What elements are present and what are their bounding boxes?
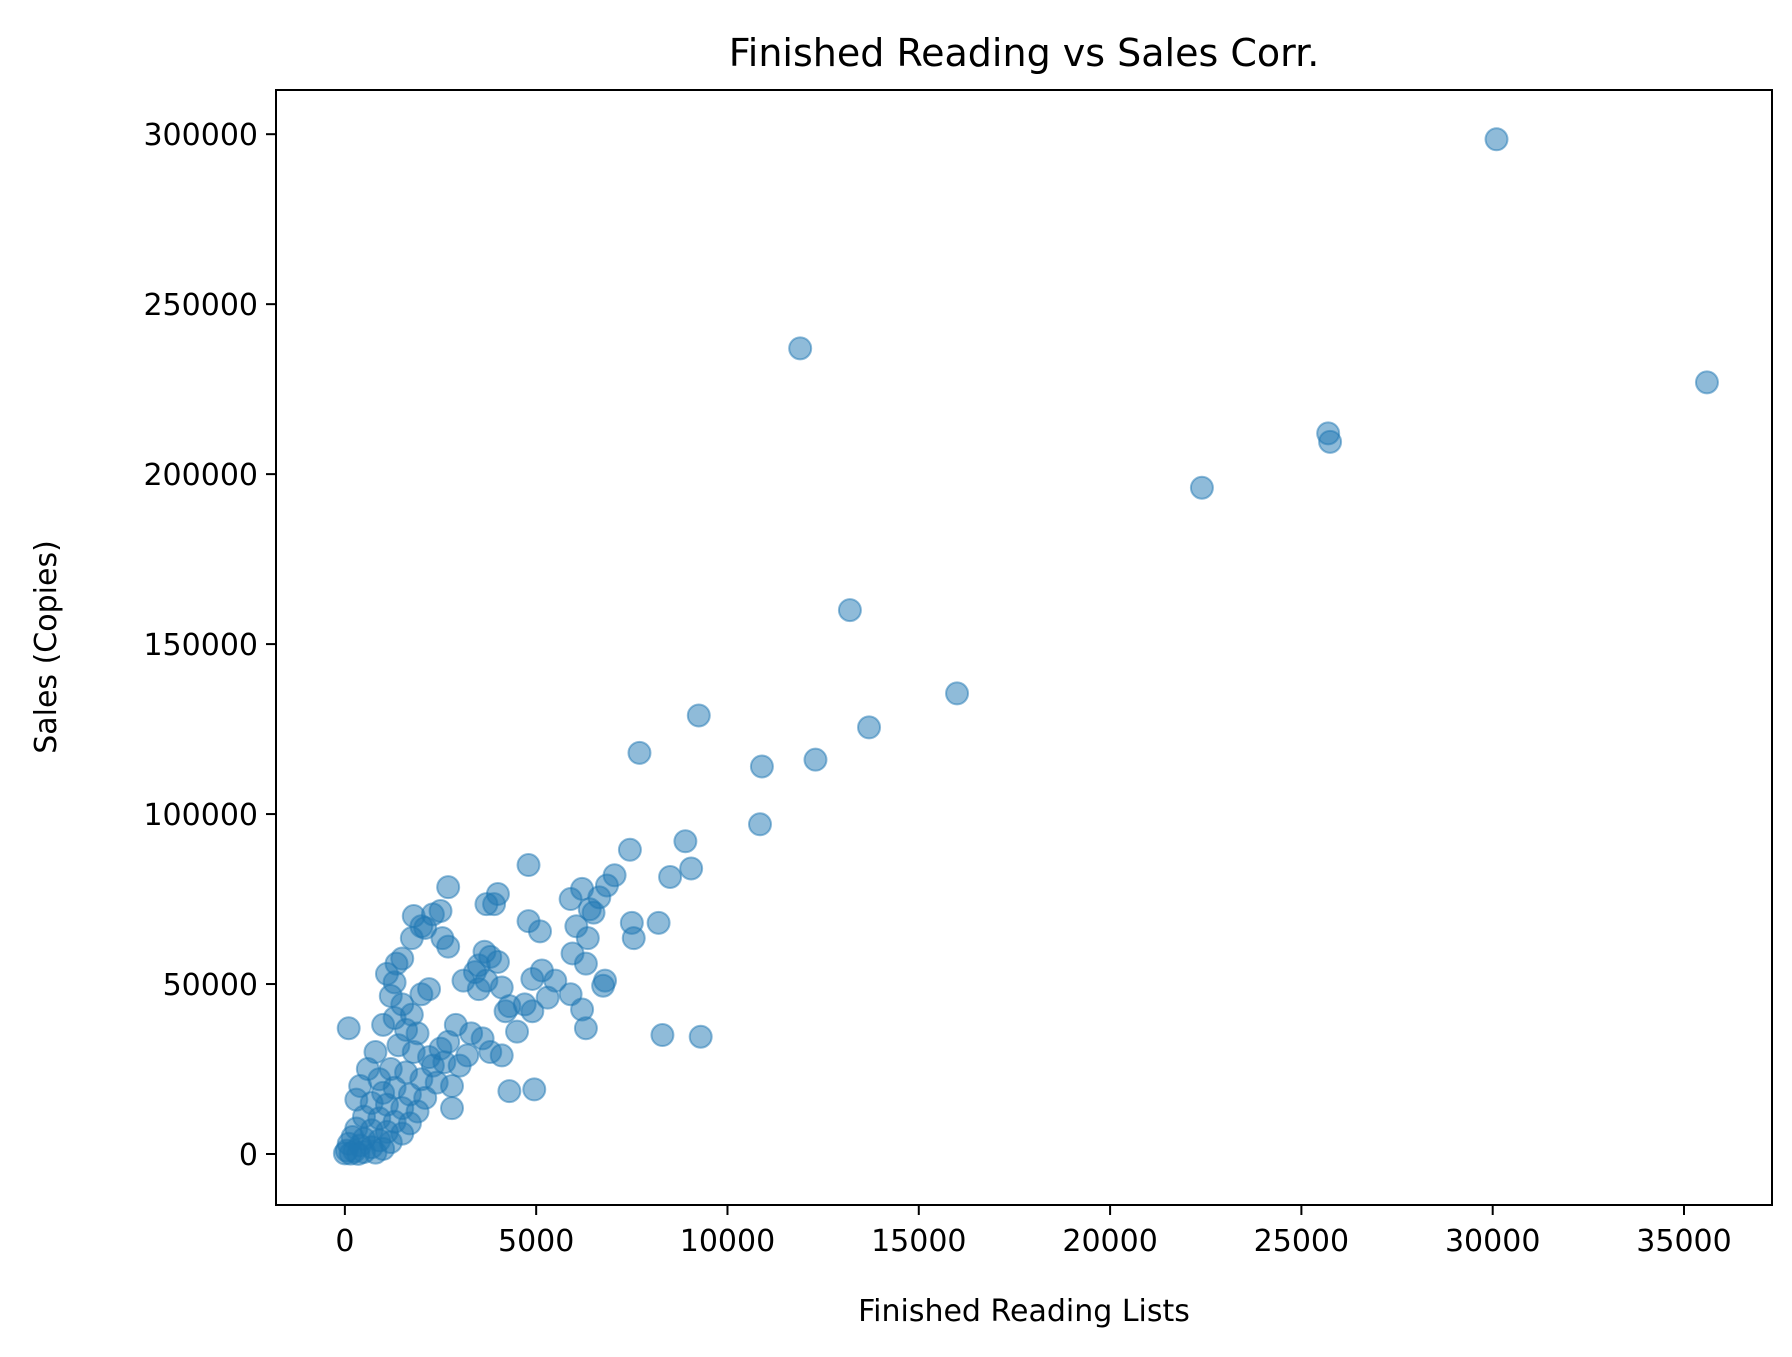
- scatter-point: [575, 926, 600, 951]
- scatter-point: [440, 1096, 464, 1121]
- scatter-point: [459, 1021, 484, 1046]
- scatter-point: [558, 887, 583, 912]
- scatter-point: [788, 336, 813, 361]
- x-tick-label: 35000: [1636, 1224, 1731, 1259]
- y-axis-label: Sales (Copies): [29, 540, 64, 754]
- scatter-point: [474, 892, 499, 917]
- scatter-point: [591, 973, 616, 998]
- scatter-point: [673, 829, 698, 854]
- scatter-point: [516, 853, 541, 878]
- scatter-point: [1484, 127, 1509, 152]
- x-tick-label: 20000: [1062, 1224, 1157, 1259]
- scatter-point: [945, 681, 970, 706]
- scatter-point: [497, 1079, 522, 1104]
- scatter-point: [520, 999, 545, 1024]
- chart-title: Finished Reading vs Sales Corr.: [729, 31, 1320, 75]
- x-tick-label: 30000: [1445, 1224, 1540, 1259]
- scatter-point: [528, 919, 552, 944]
- scatter-point: [686, 703, 711, 728]
- scatter-point: [577, 897, 602, 922]
- x-axis-ticks: 0 5000 10000 15000 20000 25000 30000 35000: [335, 1205, 1732, 1259]
- x-tick-label: 10000: [680, 1224, 775, 1259]
- scatter-point: [857, 715, 882, 740]
- plot-area-frame: [275, 89, 1773, 1206]
- scatter-point: [346, 1141, 371, 1166]
- scatter-point: [1189, 475, 1214, 500]
- scatter-point: [409, 982, 434, 1007]
- scatter-point: [679, 856, 704, 881]
- y-tick-label: 200000: [143, 458, 258, 493]
- scatter-point: [399, 1002, 424, 1027]
- scatter-point: [436, 875, 461, 900]
- scatter-point: [466, 977, 491, 1002]
- scatter-point: [455, 1043, 480, 1068]
- scatter-point: [627, 740, 652, 765]
- scatter-point: [440, 1074, 464, 1099]
- scatter-point: [493, 999, 518, 1024]
- scatter-point: [803, 747, 828, 772]
- scatter-point: [573, 951, 598, 976]
- x-tick-label: 0: [335, 1224, 354, 1259]
- scatter-point: [344, 1087, 369, 1112]
- y-axis-ticks: 0 50000 100000 150000 200000 250000 300000: [143, 118, 276, 1173]
- y-tick-label: 0: [239, 1138, 258, 1173]
- x-tick-label: 15000: [871, 1224, 966, 1259]
- scatter-point: [1694, 370, 1719, 395]
- scatter-point: [621, 926, 646, 951]
- scatter-point: [436, 934, 461, 959]
- scatter-point: [646, 910, 671, 935]
- scatter-point: [837, 598, 862, 623]
- scatter-point: [535, 985, 560, 1010]
- scatter-point: [617, 837, 642, 862]
- scatter-point: [522, 1077, 547, 1102]
- scatter-point: [505, 1019, 530, 1044]
- data-points: [332, 127, 1719, 1166]
- scatter-point: [336, 1016, 361, 1041]
- x-tick-label: 5000: [498, 1224, 574, 1259]
- y-tick-label: 250000: [143, 288, 258, 323]
- scatter-point: [378, 983, 403, 1008]
- y-tick-label: 50000: [163, 968, 258, 1003]
- scatter-point: [688, 1024, 713, 1049]
- scatter-point: [658, 864, 683, 889]
- scatter-point: [489, 1043, 514, 1068]
- scatter-point: [749, 754, 774, 779]
- y-tick-label: 300000: [143, 118, 258, 153]
- scatter-point: [573, 1016, 598, 1041]
- y-tick-label: 100000: [143, 798, 258, 833]
- scatter-point: [1318, 429, 1343, 454]
- y-tick-label: 150000: [143, 628, 258, 663]
- scatter-point: [748, 812, 772, 837]
- x-tick-label: 25000: [1254, 1224, 1349, 1259]
- scatter-point: [520, 966, 545, 991]
- scatter-point: [399, 926, 424, 951]
- x-axis-label: Finished Reading Lists: [858, 1294, 1190, 1329]
- scatter-point: [650, 1023, 675, 1048]
